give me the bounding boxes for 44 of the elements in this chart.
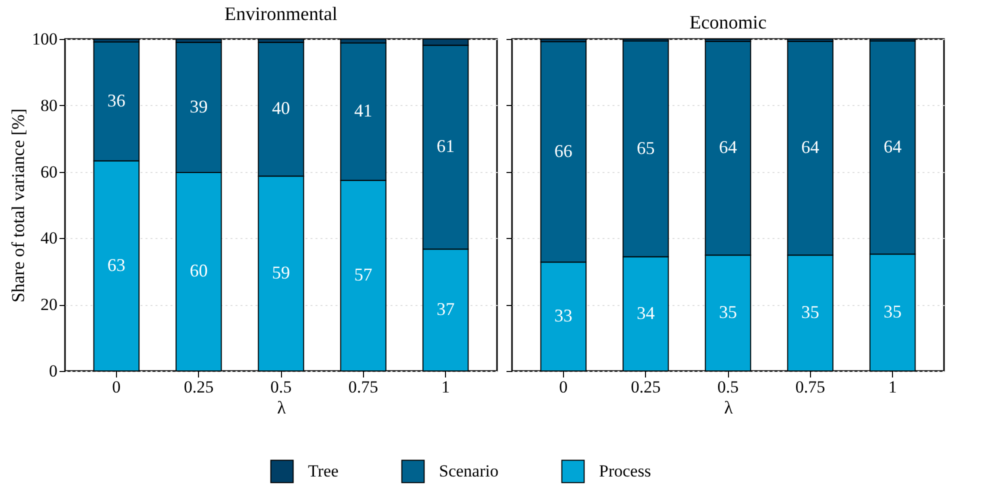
data-label: 35 [719, 302, 737, 322]
data-label: 33 [554, 306, 572, 326]
y-tick-label: 80 [40, 96, 58, 115]
data-label: 59 [272, 262, 290, 283]
x-tick-label: 1 [888, 378, 897, 396]
x-tick-label: 0.5 [717, 378, 739, 396]
y-tick-label: 0 [49, 362, 58, 380]
data-label: 64 [801, 137, 820, 158]
x-tick-label: 0.75 [795, 378, 826, 396]
legend-label: Tree [308, 461, 339, 480]
data-label: 57 [354, 264, 372, 285]
data-label: 63 [107, 254, 126, 275]
data-label: 41 [354, 100, 372, 121]
x-tick-label: 0.25 [184, 378, 214, 396]
x-axis-title: λ [724, 398, 734, 418]
chart-title: Environmental [224, 4, 338, 25]
data-label: 35 [884, 302, 902, 322]
x-tick-label: 0.75 [348, 378, 378, 396]
data-label: 64 [719, 137, 737, 158]
y-tick-label: 20 [40, 295, 58, 314]
y-axis-title: Share of total variance [%] [8, 108, 28, 302]
data-label: 61 [436, 136, 455, 156]
legend-label: Scenario [439, 461, 498, 480]
data-label: 65 [636, 138, 655, 158]
x-tick-label: 0.5 [270, 378, 292, 396]
data-label: 36 [107, 90, 126, 110]
x-axis-title: λ [277, 398, 286, 418]
data-label: 66 [554, 140, 572, 161]
x-tick-label: 1 [441, 378, 450, 396]
data-label: 34 [636, 302, 655, 323]
legend-label: Process [599, 461, 651, 480]
y-tick-label: 100 [32, 30, 58, 48]
y-tick-label: 60 [40, 162, 58, 182]
data-label: 40 [272, 98, 290, 118]
data-label: 60 [190, 260, 208, 281]
data-label: 37 [436, 299, 455, 320]
data-label: 64 [884, 136, 902, 157]
x-tick-label: 0 [112, 378, 121, 396]
y-tick-label: 40 [40, 228, 58, 248]
x-tick-label: 0.25 [630, 378, 661, 396]
data-label: 35 [801, 302, 820, 322]
data-label: 39 [190, 96, 208, 116]
chart-title: Economic [689, 12, 767, 34]
x-tick-label: 0 [559, 378, 568, 396]
